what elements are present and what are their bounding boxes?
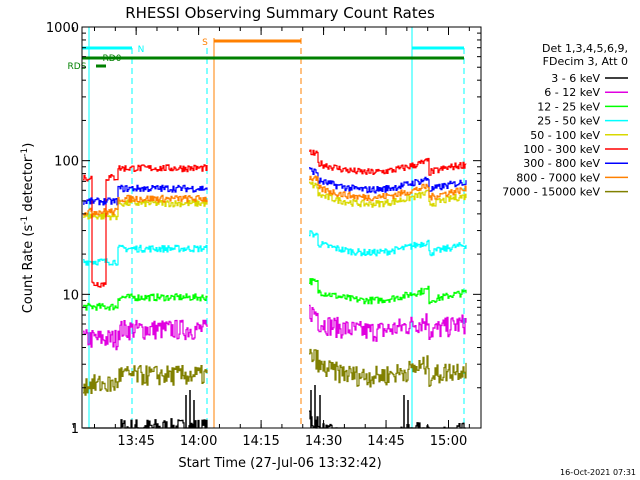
flag-label: N bbox=[138, 45, 145, 55]
y-axis-label: Count Rate (s-1 detector-1) bbox=[20, 143, 36, 314]
flag-label: S bbox=[202, 38, 208, 48]
legend-label: 300 - 800 keV bbox=[523, 157, 600, 170]
x-tick-label: 14:00 bbox=[180, 434, 217, 449]
y-axis-label-main: Count Rate (s bbox=[21, 225, 36, 314]
legend-label: 25 - 50 keV bbox=[537, 115, 600, 128]
x-tick-label: 14:15 bbox=[242, 434, 279, 449]
series-line-segment-1 bbox=[83, 293, 208, 311]
legend-label: 100 - 300 keV bbox=[523, 143, 600, 156]
series-line-segment-2 bbox=[309, 410, 466, 429]
timestamp: 16-Oct-2021 07:31 bbox=[560, 468, 636, 477]
y-axis-label-sup1: -1 bbox=[20, 216, 30, 225]
y-tick-label: 10 bbox=[62, 288, 79, 303]
series-line-segment-1 bbox=[83, 365, 208, 396]
series-line-segment-2 bbox=[309, 278, 467, 305]
plot-area: N S RD0 RDS bbox=[68, 27, 467, 429]
series-line-segment-2 bbox=[309, 348, 467, 388]
flag-label: RDS bbox=[68, 62, 87, 72]
series-line-segment-1 bbox=[83, 194, 208, 216]
series-line-segment-2 bbox=[309, 230, 467, 257]
legend-label: 7000 - 15000 keV bbox=[502, 186, 600, 199]
flag-label: RD0 bbox=[103, 54, 122, 64]
legend: Det 1,3,4,5,6,9,FDecim 3, Att 0 3 - 6 keV… bbox=[502, 42, 628, 199]
series-line-segment-1 bbox=[83, 164, 208, 288]
y-tick-label: 1000 bbox=[46, 21, 79, 36]
series-100-300keV bbox=[83, 149, 467, 288]
series-line-segment-1 bbox=[83, 199, 208, 221]
y-axis-label-mid: detector bbox=[21, 156, 36, 216]
legend-label: 50 - 100 keV bbox=[530, 129, 600, 142]
y-tick-label: 100 bbox=[54, 155, 79, 170]
legend-label: 12 - 25 keV bbox=[537, 100, 600, 113]
series-7000-15000keV bbox=[83, 348, 467, 396]
y-axis-label-end: ) bbox=[21, 143, 36, 148]
series-800-7000keV bbox=[83, 175, 467, 216]
legend-label: 6 - 12 keV bbox=[544, 86, 600, 99]
y-axis-label-sup2: -1 bbox=[20, 148, 30, 157]
series-50-100keV bbox=[83, 181, 467, 221]
chart-title: RHESSI Observing Summary Count Rates bbox=[125, 4, 435, 22]
x-axis-label: Start Time (27-Jul-06 13:32:42) bbox=[178, 456, 381, 471]
series-12-25keV bbox=[83, 278, 467, 311]
series-line-segment-1 bbox=[83, 244, 208, 266]
series-line-segment-2 bbox=[309, 175, 467, 202]
legend-header: Det 1,3,4,5,6,9, bbox=[542, 42, 628, 55]
series-300-800keV bbox=[83, 167, 467, 206]
series-line-segment-2 bbox=[309, 304, 467, 342]
series-line-segment-1 bbox=[83, 184, 208, 206]
series-line-segment-1 bbox=[83, 418, 208, 429]
x-tick-label: 13:45 bbox=[117, 434, 154, 449]
series-6-12keV bbox=[83, 304, 467, 351]
x-tick-label: 14:45 bbox=[367, 434, 404, 449]
series-line-segment-2 bbox=[309, 167, 467, 194]
x-tick-label: 14:30 bbox=[305, 434, 342, 449]
x-tick-label: 15:00 bbox=[430, 434, 467, 449]
legend-label: 3 - 6 keV bbox=[551, 72, 600, 85]
legend-header: FDecim 3, Att 0 bbox=[543, 55, 628, 68]
series-line-segment-2 bbox=[309, 149, 467, 176]
series-line-segment-2 bbox=[309, 181, 467, 208]
series-line-segment-1 bbox=[83, 319, 208, 351]
x-axis: 13:45 14:00 14:15 14:30 14:45 15:00 bbox=[73, 27, 470, 449]
series-25-50keV bbox=[83, 230, 467, 266]
y-axis: 1 10 100 1000 bbox=[46, 21, 481, 437]
legend-label: 800 - 7000 keV bbox=[516, 171, 600, 184]
y-tick-label: 1 bbox=[71, 422, 79, 437]
